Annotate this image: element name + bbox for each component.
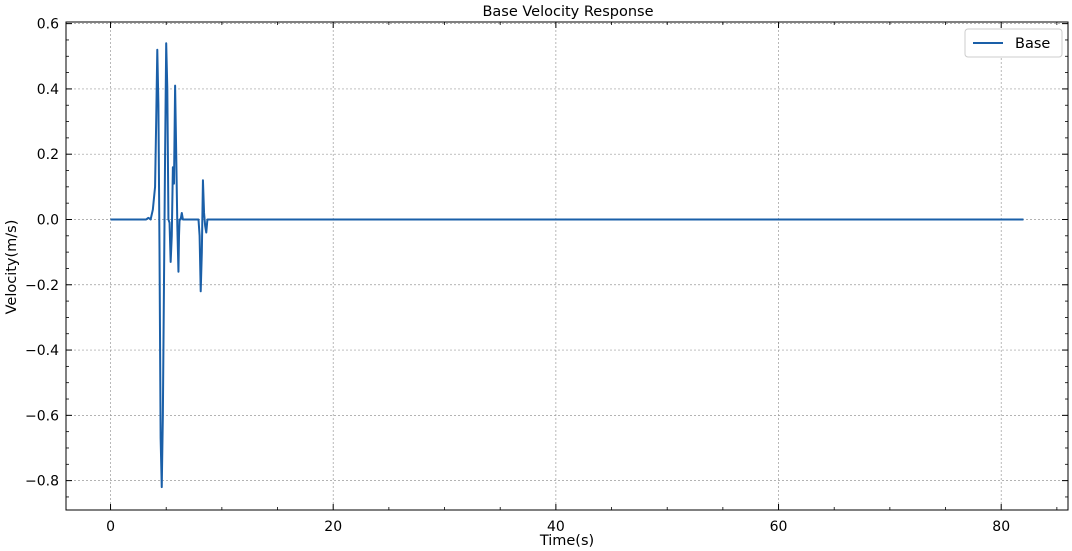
- x-tick-label: 0: [106, 519, 115, 535]
- y-tick-label: 0.2: [37, 147, 59, 163]
- y-tick-label: −0.2: [25, 278, 59, 294]
- y-tick-label: 0.4: [37, 82, 59, 98]
- series-line-base: [110, 42, 1024, 489]
- y-tick-label: −0.4: [25, 343, 59, 359]
- tick-marks: [66, 22, 1068, 510]
- legend-label-base: Base: [1015, 36, 1050, 52]
- legend-box: [964, 28, 1063, 58]
- x-tick-label: 60: [770, 519, 788, 535]
- tick-labels: 0 20 40 60 80 −0.8 −0.6 −0.4 −0.2 0.0 0.2 0.4 0.6: [25, 17, 1010, 535]
- axes-frame: [65, 21, 1069, 511]
- grid-lines: [66, 22, 1068, 510]
- y-axis-label: Velocity(m/s): [4, 220, 20, 315]
- plot-frame: [65, 21, 1069, 511]
- series-layer: [110, 42, 1024, 489]
- y-tick-label: 0.0: [37, 212, 59, 228]
- x-axis-label: Time(s): [539, 533, 594, 549]
- y-tick-label: −0.8: [25, 474, 59, 490]
- y-tick-label: 0.6: [37, 17, 59, 33]
- x-tick-label: 20: [324, 519, 342, 535]
- chart-title: Base Velocity Response: [482, 4, 653, 20]
- x-tick-label: 40: [547, 519, 565, 535]
- x-tick-label: 80: [992, 519, 1010, 535]
- legend: Base: [964, 28, 1063, 58]
- y-tick-label: −0.6: [25, 408, 59, 424]
